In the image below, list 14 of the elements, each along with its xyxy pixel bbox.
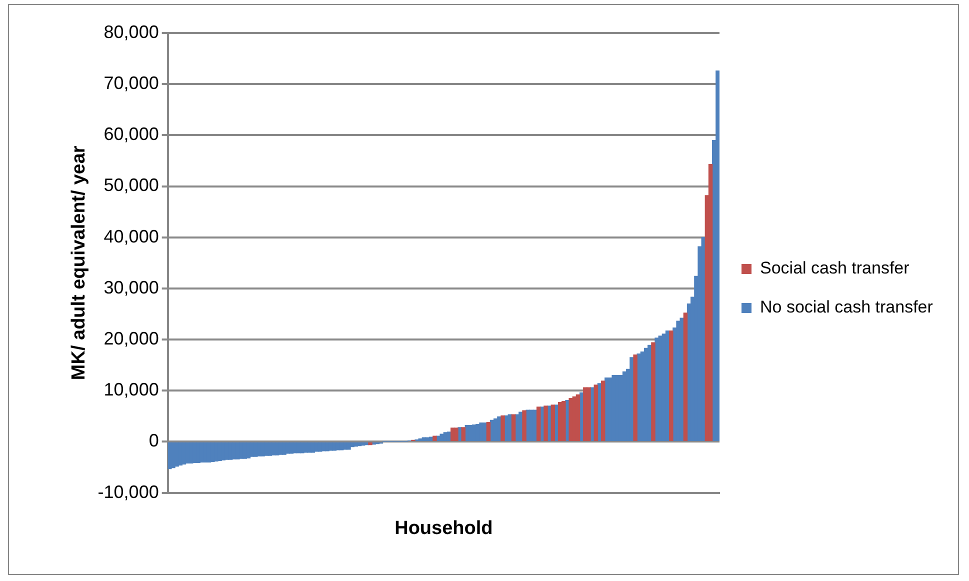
y-tick-label: 40,000 bbox=[104, 226, 159, 246]
y-tick-label: 80,000 bbox=[104, 22, 159, 42]
x-axis-title: Household bbox=[394, 518, 493, 539]
y-tick-label: 50,000 bbox=[104, 175, 159, 196]
y-tick-label: 60,000 bbox=[104, 124, 159, 144]
y-tick-label: -10,000 bbox=[98, 482, 159, 502]
legend-label: Social cash transfer bbox=[760, 258, 910, 278]
y-tick-label: 30,000 bbox=[104, 277, 159, 298]
y-tick-label: 10,000 bbox=[104, 380, 159, 400]
y-tick-label: 20,000 bbox=[104, 328, 159, 348]
y-tick-label: 70,000 bbox=[104, 73, 159, 94]
y-axis-title: MK/ adult equivalent/ year bbox=[68, 145, 90, 380]
legend-label: No social cash transfer bbox=[760, 298, 934, 317]
y-tick-label: 0 bbox=[148, 430, 159, 451]
